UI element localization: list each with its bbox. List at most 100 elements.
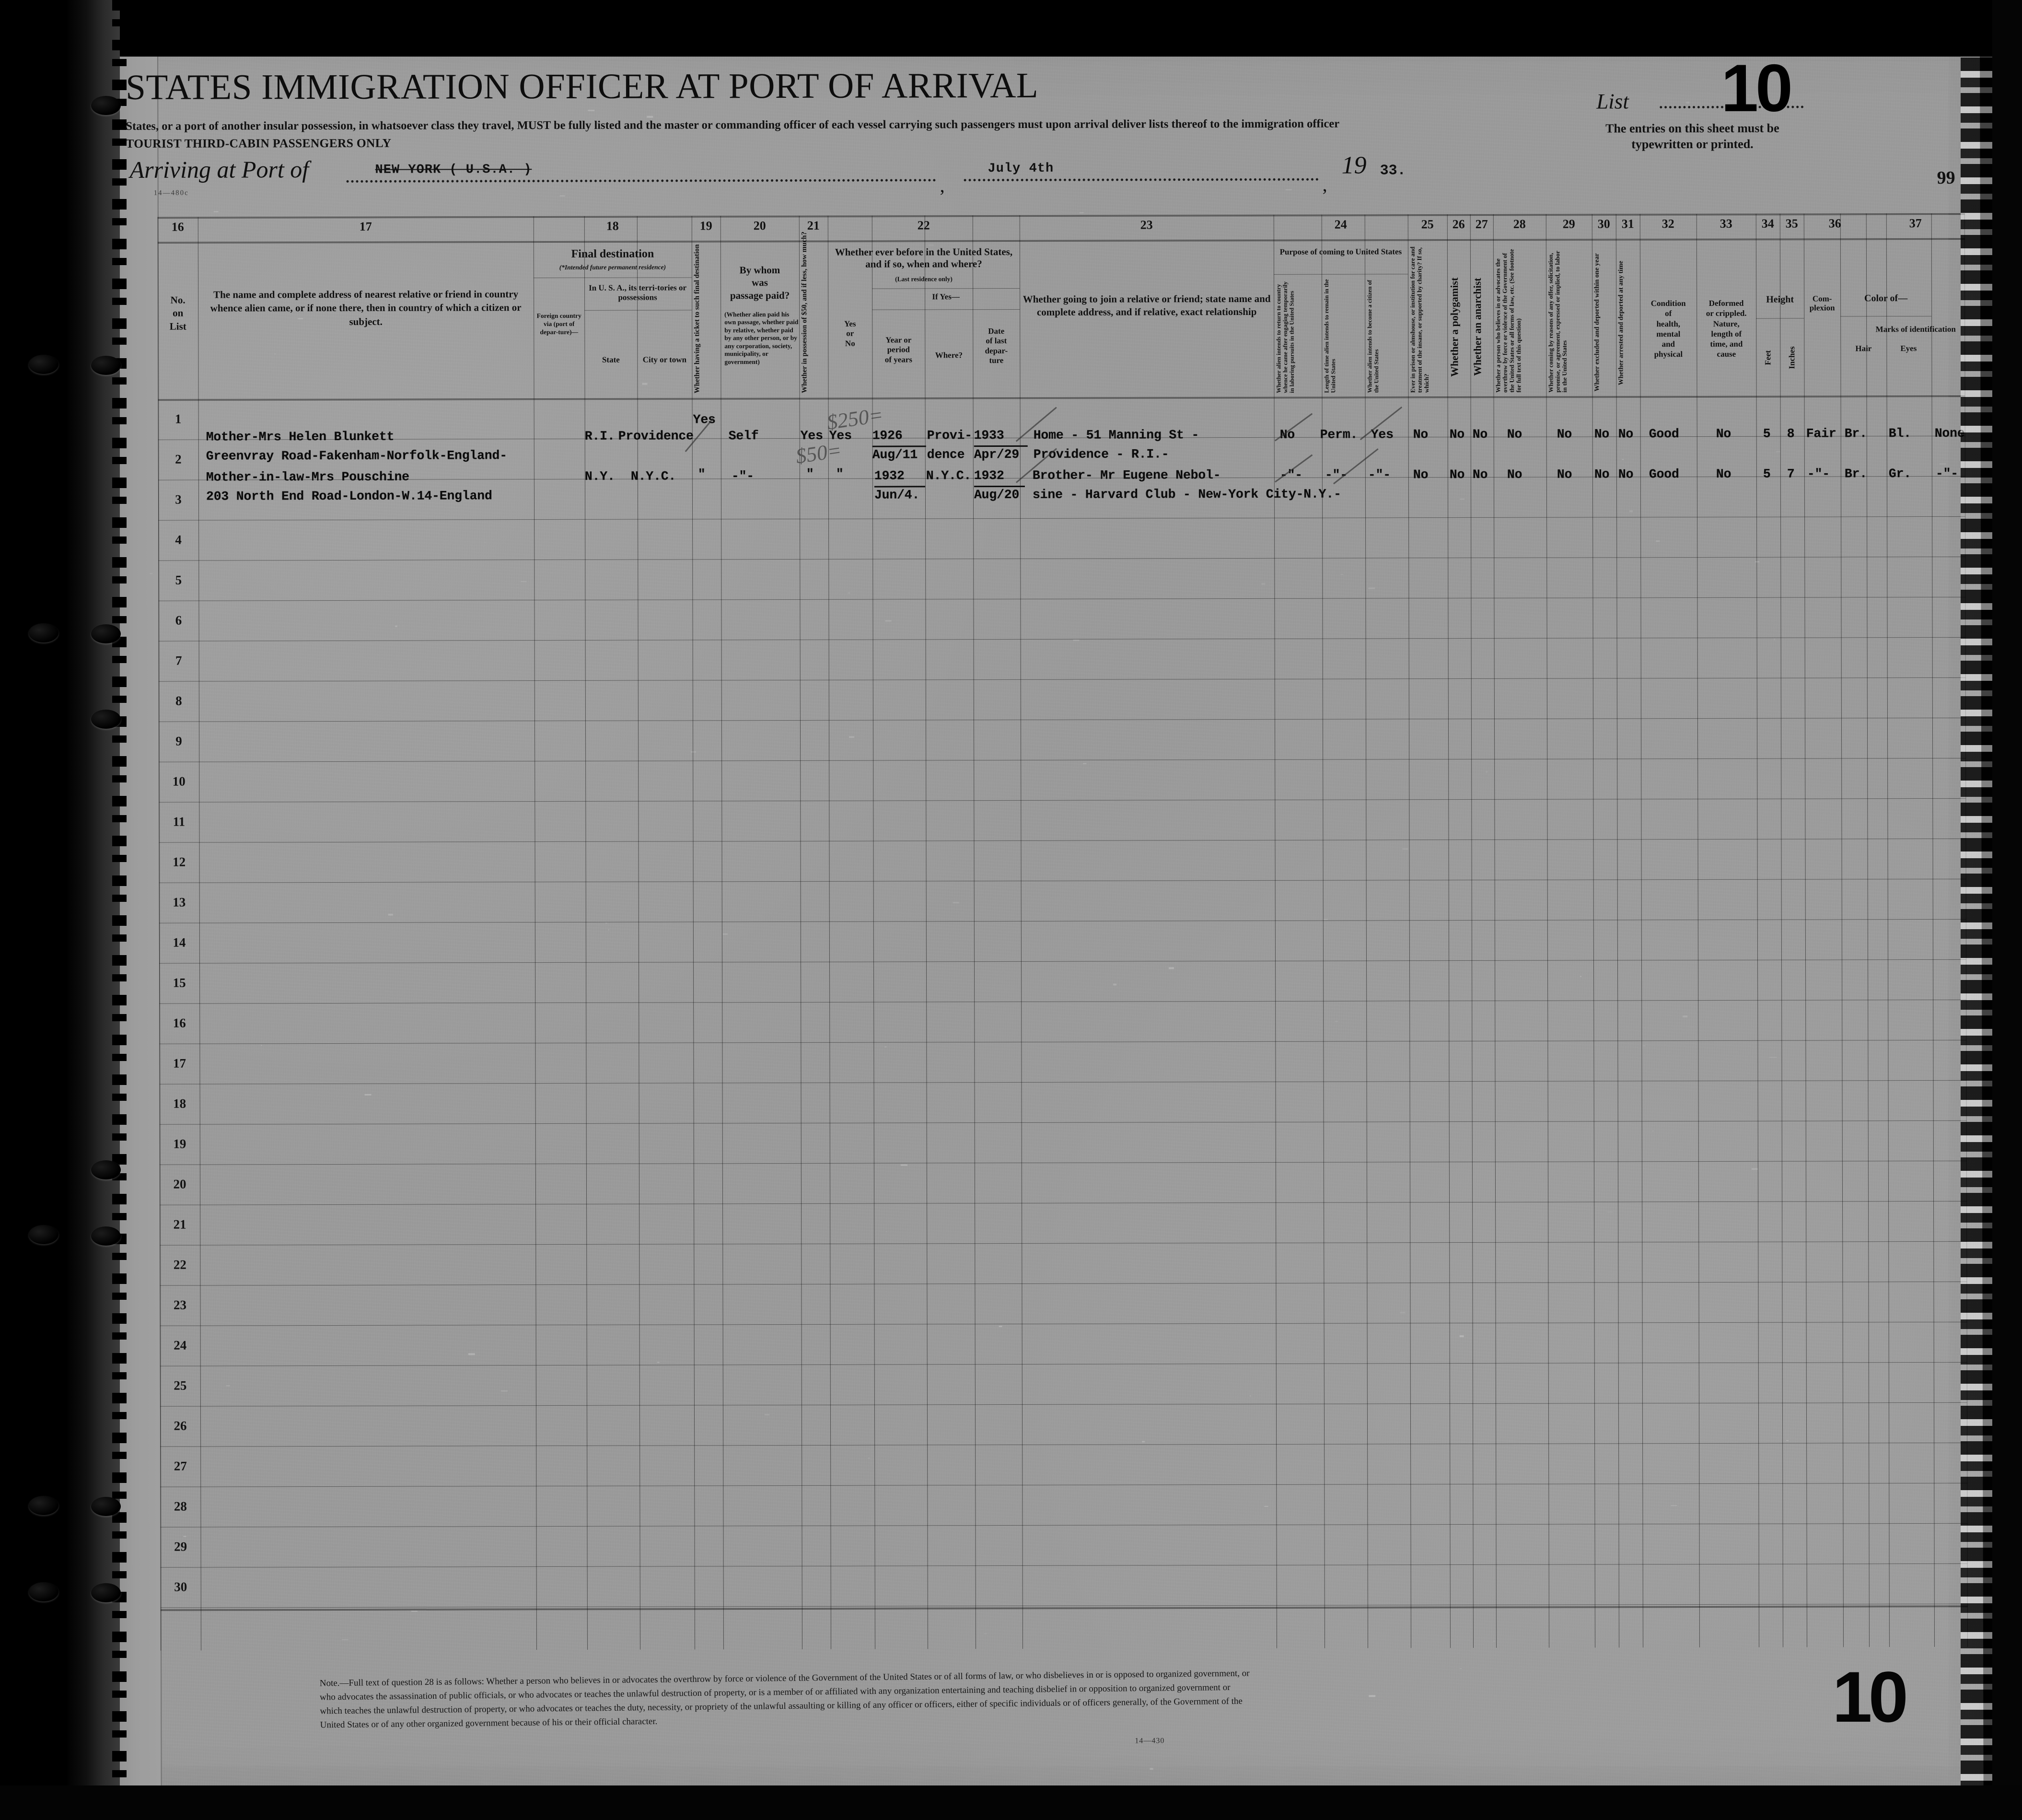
colnum-20: 20 [720, 219, 799, 233]
entry2-date-dep-line2: Aug/20 [974, 488, 1019, 502]
scan-speck [342, 1639, 348, 1641]
entry2-year-line2: Jun/4. [874, 488, 919, 502]
list-number: 10 [1721, 49, 1790, 127]
entry1-dest-city: Providence [618, 429, 694, 443]
scan-speck [184, 1536, 186, 1537]
entry2-by-whom-paid: -"- [732, 469, 754, 483]
entry2-anarchist: No [1473, 467, 1487, 482]
entry2-deformed: No [1716, 467, 1731, 481]
scan-left-border [0, 0, 120, 1820]
entry1-deformed: No [1716, 427, 1731, 441]
row-number: 29 [161, 1540, 201, 1554]
row-number: 12 [159, 855, 199, 870]
row-number: 26 [160, 1419, 200, 1434]
header-coming-by-offer: Whether coming by reasons of any offer, … [1547, 245, 1591, 392]
entry1-eyes: Bl. [1889, 426, 1911, 441]
row-number: 24 [160, 1338, 200, 1353]
scan-speck [150, 573, 152, 574]
entry2-where-line1: N.Y.C. [926, 468, 971, 483]
row-number: 18 [160, 1097, 200, 1111]
arriving-label: Arriving at Port of [129, 155, 309, 184]
binder-hole [91, 1497, 121, 1516]
scan-speck [657, 1362, 659, 1363]
row-divider [161, 1563, 1968, 1568]
scan-speck [1752, 1168, 1757, 1170]
header-anarchist: Whether an anarchist [1472, 262, 1493, 392]
header-excluded-deported: Whether excluded and deported within one… [1593, 254, 1616, 391]
scan-speck [399, 404, 400, 406]
row-divider [158, 516, 1965, 521]
colnum-36: 36 [1804, 216, 1866, 231]
colnum-22: 22 [828, 218, 1020, 233]
row-number: 3 [158, 492, 198, 507]
row-divider [160, 1483, 1967, 1487]
entry1-where-line2: dence [927, 447, 965, 462]
scan-speck [1142, 1441, 1144, 1442]
scan-speck [1150, 1768, 1153, 1770]
colnum-28: 28 [1493, 217, 1546, 232]
header-deformed: Deformed or crippled. Nature, length of time… [1697, 298, 1755, 360]
row-divider [159, 758, 1966, 762]
scan-speck [261, 1045, 262, 1046]
scan-speck [1580, 976, 1581, 977]
binder-hole [91, 1226, 121, 1246]
row-number: 9 [159, 734, 199, 749]
row-divider [160, 1322, 1967, 1326]
header-nearest-relative: The name and complete address of nearest… [202, 287, 530, 328]
header-foreign-country-via: Foreign country via (port of depar-ture)… [535, 312, 583, 337]
scan-speck [1924, 325, 1928, 326]
entry2-arrested: No [1618, 467, 1633, 481]
header-ever-before-sub: (Last residence only) [829, 276, 1019, 283]
entry2-relative-line1: Mother-in-law-Mrs Pouschine [206, 470, 409, 485]
header-length-of-time: Length of time alien intends to remain i… [1324, 278, 1364, 393]
header-final-destination-sub: (*Intended future permanent residence) [535, 264, 690, 271]
row-number: 27 [160, 1459, 200, 1474]
table-bottom-rule [161, 1606, 1968, 1611]
row-divider [160, 1201, 1967, 1205]
scan-speck [1460, 1668, 1462, 1669]
entry2-ever-yes-no: " [836, 467, 844, 481]
row-number: 17 [159, 1056, 199, 1071]
row-divider [160, 1241, 1967, 1246]
entry1-arrested: No [1618, 427, 1633, 441]
colnum-37: 37 [1866, 216, 1965, 231]
row-divider [160, 1080, 1967, 1085]
row-divider [159, 839, 1966, 843]
entry2-dest-state: N.Y. [585, 469, 615, 484]
scan-speck [999, 1326, 1002, 1327]
header-eyes: Eyes [1886, 344, 1930, 353]
colnum-17: 17 [198, 219, 534, 234]
scan-speck [395, 625, 397, 627]
header-complexion: Com-plexion [1804, 294, 1840, 312]
colnum-19: 19 [692, 219, 720, 233]
row-number: 7 [159, 653, 199, 668]
scan-speck [1369, 587, 1375, 589]
scan-speck [521, 581, 527, 582]
entry1-purpose-length: Perm. [1320, 427, 1358, 442]
row-divider [159, 798, 1966, 803]
year-value: 33. [1380, 163, 1406, 179]
entry1-coming-by-offer: No [1557, 427, 1572, 442]
scan-speck [1082, 1700, 1087, 1702]
entry1-date-dep-line2: Apr/29 [974, 447, 1019, 462]
binder-hole [29, 355, 58, 374]
scan-speck [849, 736, 854, 737]
colnum-26: 26 [1447, 217, 1470, 232]
entry2-excluded: No [1594, 467, 1609, 481]
scan-speck [1080, 212, 1084, 213]
scan-speck [226, 1385, 230, 1386]
binder-hole [29, 1225, 58, 1244]
row-divider [159, 1040, 1966, 1044]
passenger-manifest-table: 16 17 18 19 20 21 22 23 24 25 26 27 28 2… [158, 213, 1968, 1651]
scan-speck [901, 1164, 907, 1166]
entry1-join-line1: Home - 51 Manning St - [1034, 428, 1199, 443]
header-hair: Hair [1841, 344, 1885, 353]
entry2-feet: 5 [1763, 467, 1771, 481]
row-divider [160, 1120, 1967, 1125]
binder-hole [29, 623, 58, 642]
footnote-question-28: Note.—Full text of question 28 is as fol… [320, 1667, 1255, 1732]
scan-speck [885, 1046, 886, 1047]
scan-speck [1324, 919, 1328, 920]
header-purpose-of-coming: Purpose of coming to United States [1275, 247, 1407, 257]
colnum-27: 27 [1470, 217, 1493, 232]
